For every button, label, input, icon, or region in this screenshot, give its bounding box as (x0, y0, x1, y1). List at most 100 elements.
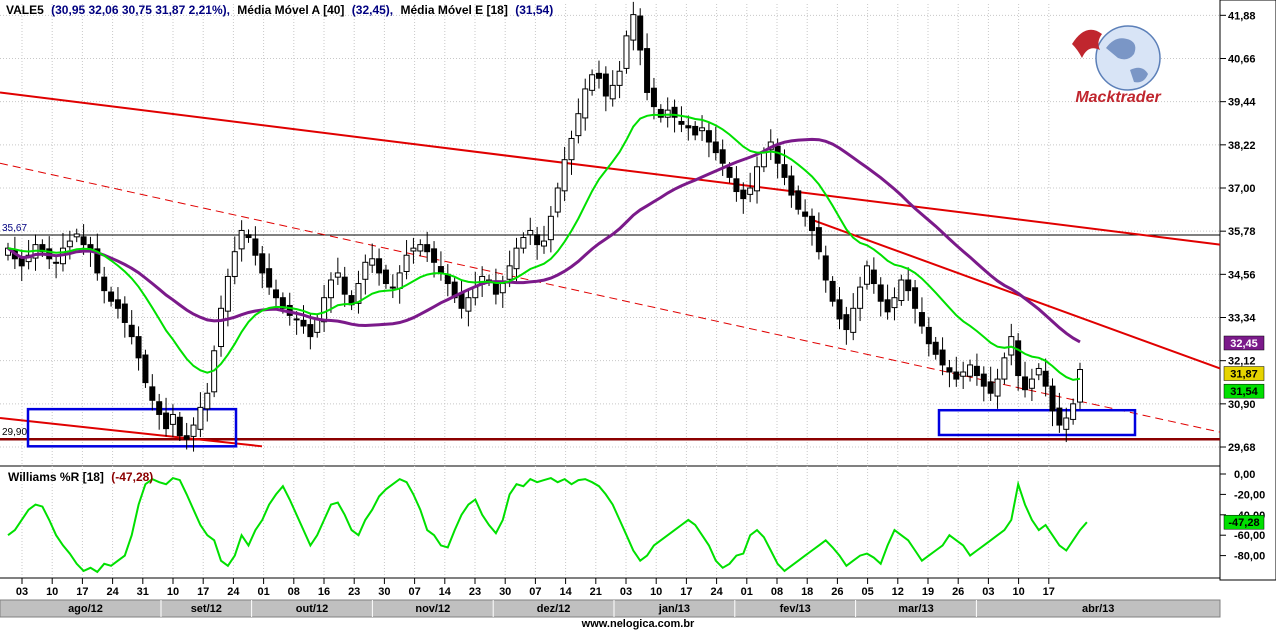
candle-down (252, 238, 259, 256)
date-label: 30 (499, 586, 511, 598)
candle-up (760, 152, 767, 168)
candle-down (163, 412, 170, 430)
date-label: 19 (922, 586, 934, 598)
month-label: dez/12 (537, 603, 571, 615)
globe-continent-2 (1130, 67, 1148, 83)
candle-down (279, 297, 286, 309)
candle-down (108, 291, 115, 302)
candle-down (795, 190, 802, 210)
date-label: 07 (529, 586, 541, 598)
candle-up (190, 424, 197, 437)
candle-up (554, 187, 561, 213)
candle-down (644, 48, 651, 93)
trend-lines (0, 91, 1221, 448)
candle-down (142, 354, 149, 384)
price-tick-label: 33,34 (1228, 313, 1256, 325)
wr-tick-label: -60,00 (1234, 530, 1265, 542)
candle-up (547, 215, 554, 241)
candle-down (637, 15, 644, 51)
candle-up (1001, 357, 1008, 380)
moving-averages (7, 113, 1081, 381)
candle-up (609, 84, 616, 100)
candle-down (259, 253, 266, 274)
candle-down (802, 211, 809, 217)
close-badge-text: 31,87 (1230, 369, 1258, 381)
date-label: 10 (1012, 586, 1024, 598)
wr-tick-label: 0,00 (1234, 469, 1255, 481)
candle-up (1063, 417, 1070, 430)
lower-trend-stub (0, 417, 263, 448)
date-label: 12 (892, 586, 904, 598)
candle-down (458, 292, 465, 309)
bull-icon (1072, 29, 1102, 58)
candle-down (534, 234, 541, 246)
candle-down (156, 401, 163, 415)
ema-badge-text: 31,54 (1230, 386, 1258, 398)
month-label: set/12 (191, 603, 222, 615)
candle-down (740, 189, 747, 200)
candle-down (121, 303, 128, 323)
candle-up (994, 378, 1001, 397)
month-label: mar/13 (898, 603, 933, 615)
macktrader-logo: Macktrader (1072, 25, 1161, 106)
candle-down (822, 255, 829, 281)
candle-up (513, 247, 520, 270)
candle-down (245, 234, 252, 239)
candle-up (960, 371, 967, 377)
date-label: 01 (741, 586, 753, 598)
candle-down (341, 276, 348, 295)
date-label: 24 (106, 586, 119, 598)
candle-up (231, 251, 238, 277)
price-tick-label: 32,12 (1228, 356, 1256, 368)
long-downtrend-line (0, 91, 1221, 246)
candle-up (1035, 367, 1042, 376)
date-label: 01 (257, 586, 269, 598)
date-label: 08 (288, 586, 300, 598)
candle-up (396, 272, 403, 289)
candle-down (671, 106, 678, 118)
date-label: 17 (1043, 586, 1055, 598)
candle-down (266, 268, 273, 288)
date-label: 03 (620, 586, 632, 598)
candle-down (183, 435, 190, 440)
indicator-header: Williams %R [18] (-47,28) (8, 470, 153, 484)
date-label: 23 (469, 586, 481, 598)
wr-tick-label: -80,00 (1234, 551, 1265, 563)
date-label: 07 (408, 586, 420, 598)
ema-badge (1223, 383, 1265, 399)
candle-down (128, 324, 135, 338)
price-tick-label: 35,78 (1228, 226, 1256, 238)
date-label: 26 (952, 586, 964, 598)
candle-up (369, 258, 376, 266)
price-tick-label: 41,88 (1228, 10, 1256, 22)
candle-down (1022, 376, 1029, 391)
candle-up (616, 70, 623, 86)
candle-down (431, 248, 438, 263)
candle-down (101, 276, 108, 292)
candle-up (520, 237, 527, 249)
candle-up (355, 283, 362, 304)
candle-up (850, 307, 857, 333)
chart-header: VALE5 (30,95 32,06 30,75 31,87 2,21%), M… (6, 3, 553, 17)
date-label: 17 (76, 586, 88, 598)
date-label: 24 (227, 586, 240, 598)
candle-up (204, 392, 211, 410)
candle-up (541, 240, 547, 247)
candle-up (589, 74, 596, 91)
candle-up (238, 229, 245, 250)
price-axis-ticks: 41,88 40,66 39,44 38,22 37,00 35,78 34,56 33,34… (1220, 10, 1256, 454)
candle-down (918, 312, 925, 327)
wr-badge (1223, 514, 1265, 530)
sma-badge-text: 32,45 (1230, 338, 1258, 350)
candle-down (939, 349, 946, 366)
candle-down (946, 367, 953, 373)
candle-down (685, 125, 692, 129)
candle-up (582, 88, 589, 119)
candle-up (169, 413, 176, 425)
candle-down (602, 73, 609, 97)
candle-up (362, 261, 369, 280)
candle-down (733, 178, 740, 193)
indicator-value: (-47,28) (111, 470, 153, 484)
candle-up (66, 240, 73, 248)
